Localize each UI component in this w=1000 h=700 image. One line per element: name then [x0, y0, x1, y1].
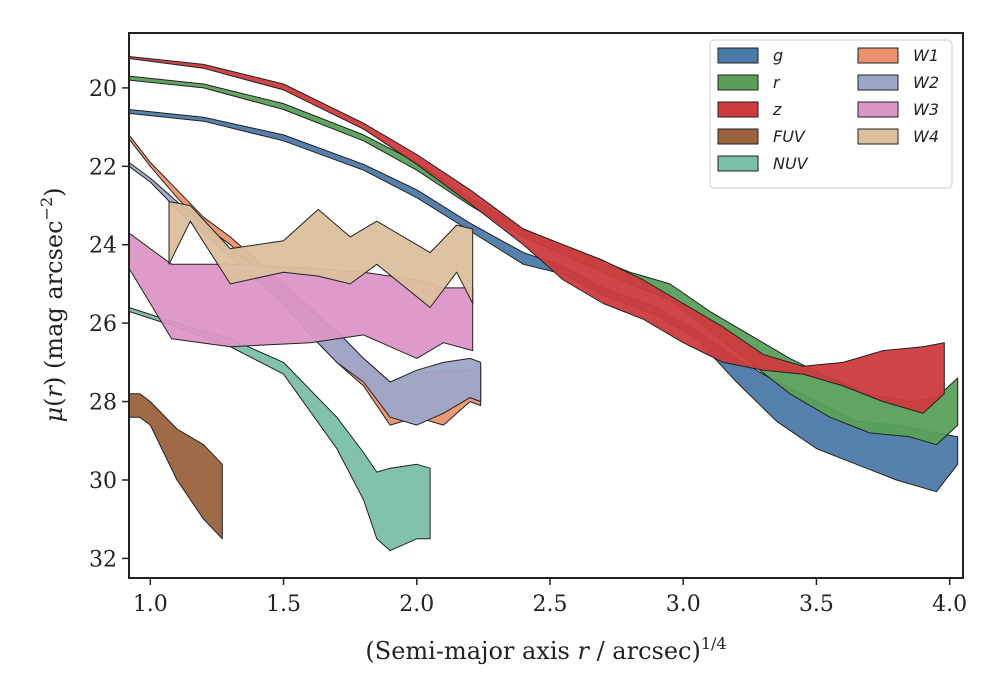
y-tick-label: 30: [89, 469, 117, 494]
x-tick-label: 2.5: [532, 592, 567, 617]
legend-label-w2: W2: [913, 73, 939, 92]
x-tick-label: 2.0: [399, 592, 434, 617]
legend-swatch-r: [717, 74, 759, 91]
y-tick-label: 26: [89, 312, 117, 337]
legend-swatch-g: [717, 47, 759, 64]
legend-swatch-w3: [857, 101, 899, 118]
x-tick-label: 1.0: [133, 592, 168, 617]
legend-label-nuv: NUV: [773, 154, 809, 173]
legend-swatch-w4: [857, 128, 899, 145]
legend-items: grz FUV NUV W1 W2 W3 W4: [717, 46, 939, 173]
y-tick-label: 20: [89, 77, 117, 102]
legend-swatch-w1: [857, 47, 899, 64]
x-tick-label: 4.0: [932, 592, 967, 617]
y-tick-label: 28: [89, 391, 117, 416]
y-axis-label: μ(r) (mag arcsec−2): [37, 187, 68, 422]
legend-label-z: z: [772, 100, 782, 119]
band-nuv: [128, 307, 431, 552]
legend-label-g: g: [773, 46, 783, 65]
plot-frame: [128, 32, 964, 579]
axis-ticks: 1.0 1.5 2.0 2.5 3.0 3.5 4.0 20 22 24 26 28 30 32: [89, 77, 967, 617]
x-tick-label: 3.5: [799, 592, 834, 617]
x-axis-label: (Semi-major axis r / arcsec)1/4: [365, 634, 726, 665]
x-tick-label: 1.5: [266, 592, 301, 617]
x-tick-label: 3.0: [666, 592, 701, 617]
legend-label-fuv: FUV: [773, 127, 806, 146]
legend-swatch-nuv: [717, 155, 759, 172]
legend-swatch-fuv: [717, 128, 759, 145]
band-fuv: [128, 393, 223, 540]
band-z: [128, 56, 945, 414]
legend-label-w4: W4: [913, 127, 939, 146]
band-w4: [168, 201, 474, 308]
legend-swatch-w2: [857, 74, 899, 91]
legend-label-w1: W1: [913, 46, 939, 65]
legend-swatch-z: [717, 101, 759, 118]
y-tick-label: 32: [89, 547, 117, 572]
legend-label-r: r: [773, 73, 781, 92]
y-tick-label: 24: [89, 234, 117, 259]
legend-label-w3: W3: [913, 100, 939, 119]
series-layer: [128, 56, 959, 552]
y-tick-label: 22: [89, 155, 117, 180]
legend: grz FUV NUV W1 W2 W3 W4: [709, 39, 953, 189]
